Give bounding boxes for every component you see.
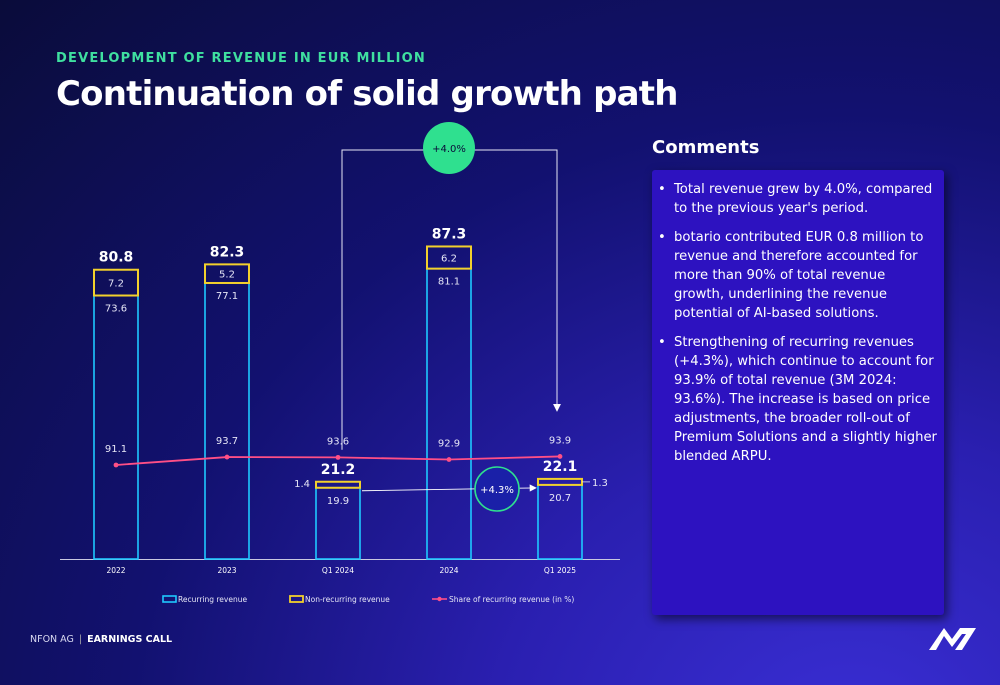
x-tick-label: Q1 2024 [322,566,354,575]
non-recurring-value-label: 1.4 [294,479,310,490]
growth-label: +4.0% [432,144,466,155]
total-label: 80.8 [99,250,134,266]
x-tick-label: 2024 [439,566,458,575]
non-recurring-bar [315,480,361,489]
legend-label: Non-recurring revenue [305,595,390,604]
recurring-value-label: 77.1 [216,291,238,302]
legend-swatch-non-recurring [289,595,304,603]
x-tick-label: 2023 [217,566,236,575]
legend-swatch-share-point [437,596,442,602]
total-label: 82.3 [210,244,245,260]
comment-item: Total revenue grew by 4.0%, compared to … [658,180,938,218]
total-label: 87.3 [432,226,467,242]
recurring-bar [426,267,472,560]
share-value-label: 93.6 [327,436,349,447]
share-value-label: 91.1 [105,444,127,455]
non-recurring-bar [537,477,583,486]
legend-label: Recurring revenue [178,595,247,604]
total-label: 22.1 [543,459,578,475]
legend-label: Share of recurring revenue (in %) [449,595,574,604]
non-recurring-bar [204,263,250,284]
total-label: 21.2 [321,462,356,478]
legend-swatch-recurring [162,595,177,603]
company-logo-icon [929,628,976,650]
comments-panel: Total revenue grew by 4.0%, compared to … [652,170,944,615]
recurring-value-label: 19.9 [327,496,349,507]
share-point [224,454,230,460]
non-recurring-value-label: 1.3 [592,478,608,489]
revenue-chart: 2022 80.8 2023 82.3 Q1 2024 21.2 2024 87.3 Q1 20… [60,122,620,604]
non-recurring-bar [426,245,472,270]
x-tick-label: Q1 2025 [544,566,576,575]
share-value-label: 92.9 [438,439,460,450]
comments-list: Total revenue grew by 4.0%, compared to … [652,170,944,466]
footer-divider: | [78,634,83,645]
comment-item: Strengthening of recurring revenues (+4.… [658,333,938,466]
footer-company: NFON AG [30,634,74,645]
share-value-label: 93.9 [549,435,571,446]
non-recurring-bar [93,268,139,297]
growth-circle [423,122,475,174]
share-point [446,457,452,462]
share-point [335,454,341,460]
comment-item: botario contributed EUR 0.8 million to r… [658,228,938,323]
share-value-label: 93.7 [216,436,238,447]
comments-heading: Comments [652,137,760,158]
footer-label: EARNINGS CALL [87,634,173,645]
non-recurring-value-label: 5.2 [219,270,235,281]
recurring-bar [204,282,250,560]
recurring-growth-circle [474,466,520,512]
non-recurring-value-label: 6.2 [441,254,457,265]
footer: NFON AG | EARNINGS CALL [30,634,172,645]
growth-bracket [341,149,561,450]
recurring-growth-label: +4.3% [480,485,514,496]
recurring-value-label: 81.1 [438,277,460,288]
recurring-value-label: 20.7 [549,493,571,504]
eyebrow-heading: DEVELOPMENT OF REVENUE IN EUR MILLION [56,51,426,66]
share-point [113,462,119,468]
recurring-bar [93,294,139,560]
recurring-value-label: 73.6 [105,304,127,315]
share-point [557,454,563,459]
x-tick-label: 2022 [106,566,125,575]
non-recurring-value-label: 7.2 [108,279,124,290]
page-title: Continuation of solid growth path [56,74,678,114]
